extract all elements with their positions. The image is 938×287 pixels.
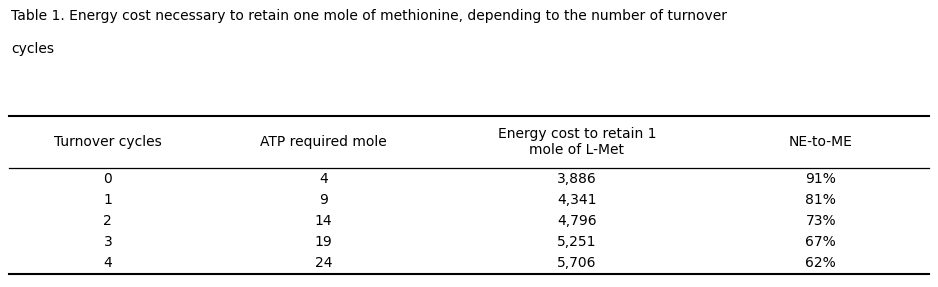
Text: 3: 3 [103, 235, 113, 249]
Text: Energy cost to retain 1
mole of L-Met: Energy cost to retain 1 mole of L-Met [498, 127, 656, 157]
Text: 62%: 62% [806, 257, 836, 270]
Text: 4: 4 [103, 257, 113, 270]
Text: Table 1. Energy cost necessary to retain one mole of methionine, depending to th: Table 1. Energy cost necessary to retain… [11, 9, 727, 23]
Text: 1: 1 [103, 193, 113, 207]
Text: 5,706: 5,706 [557, 257, 597, 270]
Text: 24: 24 [315, 257, 332, 270]
Text: 5,251: 5,251 [557, 235, 597, 249]
Text: 4,341: 4,341 [557, 193, 597, 207]
Text: 91%: 91% [806, 172, 836, 185]
Text: 2: 2 [103, 214, 113, 228]
Text: 73%: 73% [806, 214, 836, 228]
Text: 4: 4 [319, 172, 328, 185]
Text: 67%: 67% [806, 235, 836, 249]
Text: 0: 0 [103, 172, 113, 185]
Text: cycles: cycles [11, 42, 54, 56]
Text: ATP required mole: ATP required mole [260, 135, 387, 149]
Text: 14: 14 [315, 214, 332, 228]
Text: 81%: 81% [806, 193, 836, 207]
Text: 9: 9 [319, 193, 328, 207]
Text: NE-to-ME: NE-to-ME [789, 135, 853, 149]
Text: 4,796: 4,796 [557, 214, 597, 228]
Text: 3,886: 3,886 [557, 172, 597, 185]
Text: 19: 19 [315, 235, 332, 249]
Text: Turnover cycles: Turnover cycles [54, 135, 161, 149]
